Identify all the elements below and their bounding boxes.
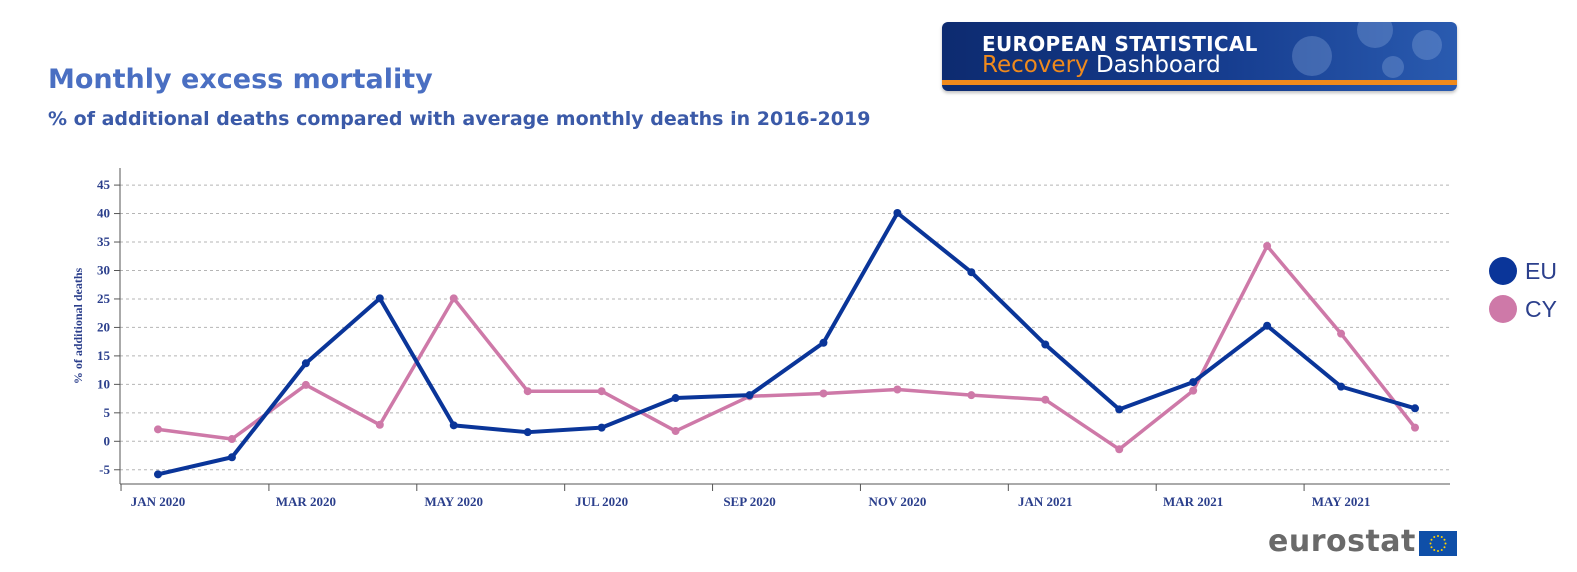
legend-label-eu: EU [1525,257,1557,284]
legend-item-cy[interactable]: CY [1489,290,1557,328]
y-tick-label: 45 [97,177,111,192]
x-tick-label: MAR 2021 [1163,494,1223,509]
x-tick-label: NOV 2020 [868,494,926,509]
x-tick-label: JAN 2021 [1018,494,1073,509]
legend-swatch-cy [1489,295,1517,323]
eurostat-logo: eurostat [1268,524,1416,559]
series-line-cy [157,244,1417,452]
y-tick-label: 35 [97,234,111,249]
legend-label-cy: CY [1525,295,1557,322]
y-tick-label: 30 [97,262,110,277]
axes: -5 0 5 10 15 20 25 30 35 40 45 JAN 2020 MAR 2020 MAY … [97,168,1450,509]
y-axis-title: % of additional deaths [71,267,85,384]
data-point-cy[interactable] [893,385,902,394]
series-lines [154,208,1419,479]
y-tick-label: 15 [97,348,111,363]
data-point-eu[interactable] [1041,340,1050,349]
data-point-cy[interactable] [449,294,458,303]
data-point-eu[interactable] [893,208,902,217]
data-point-eu[interactable] [301,359,310,368]
grid-lines [120,184,1450,471]
data-point-eu[interactable] [671,394,680,403]
eu-flag-icon [1419,531,1457,556]
series-line-eu [157,210,1416,477]
data-point-eu[interactable] [154,470,162,479]
data-point-eu[interactable] [1189,378,1198,387]
banner-line-2: Recovery Dashboard [982,52,1221,78]
data-point-eu[interactable] [1411,404,1419,413]
x-tick-label: MAY 2021 [1312,494,1371,509]
data-point-cy[interactable] [1337,329,1346,338]
data-point-cy[interactable] [597,387,606,396]
banner-recovery-word: Recovery [982,52,1089,78]
legend-swatch-eu [1489,257,1517,285]
data-point-eu[interactable] [523,428,532,437]
data-point-cy[interactable] [301,380,310,389]
virus-icon [1292,36,1332,76]
data-point-cy[interactable] [227,435,236,444]
y-tick-label: 10 [97,376,110,391]
data-point-eu[interactable] [1337,382,1346,391]
y-tick-label: 20 [97,319,110,334]
x-tick-label: JAN 2020 [131,494,186,509]
x-tick-label: SEP 2020 [723,494,775,509]
banner-line-1: EUROPEAN STATISTICAL [982,32,1258,56]
x-tick-label: MAY 2020 [424,494,483,509]
legend: EU CY [1489,252,1557,328]
data-point-eu[interactable] [449,421,458,430]
data-point-eu[interactable] [597,423,606,432]
data-point-eu[interactable] [967,268,976,277]
banner-dashboard-word: Dashboard [1088,52,1221,78]
y-tick-label: 25 [97,291,111,306]
x-tick-label: JUL 2020 [575,494,628,509]
data-point-cy[interactable] [1041,395,1050,404]
data-point-eu[interactable] [1115,405,1124,414]
data-point-cy[interactable] [1189,386,1198,395]
chart-subtitle: % of additional deaths compared with ave… [48,108,871,130]
recovery-dashboard-banner[interactable]: EUROPEAN STATISTICAL Recovery Dashboard [942,22,1457,91]
data-point-eu[interactable] [819,338,828,347]
virus-icon [1382,56,1404,78]
data-point-cy[interactable] [819,389,828,398]
y-tick-label: 5 [104,405,111,420]
legend-item-eu[interactable]: EU [1489,252,1557,290]
banner-stripe [942,80,1457,85]
x-tick-label: MAR 2020 [276,494,336,509]
virus-icon [1412,30,1442,60]
data-point-eu[interactable] [375,294,384,303]
y-tick-label: -5 [99,462,110,477]
data-point-cy[interactable] [375,420,384,429]
y-tick-label: 40 [97,206,110,221]
data-point-eu[interactable] [1263,321,1272,330]
data-point-eu[interactable] [227,453,236,462]
data-point-cy[interactable] [1115,445,1124,454]
data-point-cy[interactable] [154,425,162,434]
chart-title: Monthly excess mortality [48,64,433,95]
data-point-cy[interactable] [523,387,532,396]
data-point-eu[interactable] [745,391,754,400]
data-point-cy[interactable] [1263,242,1272,251]
data-point-cy[interactable] [1411,423,1419,432]
data-point-cy[interactable] [967,391,976,400]
data-point-cy[interactable] [671,427,680,436]
y-tick-label: 0 [104,433,111,448]
